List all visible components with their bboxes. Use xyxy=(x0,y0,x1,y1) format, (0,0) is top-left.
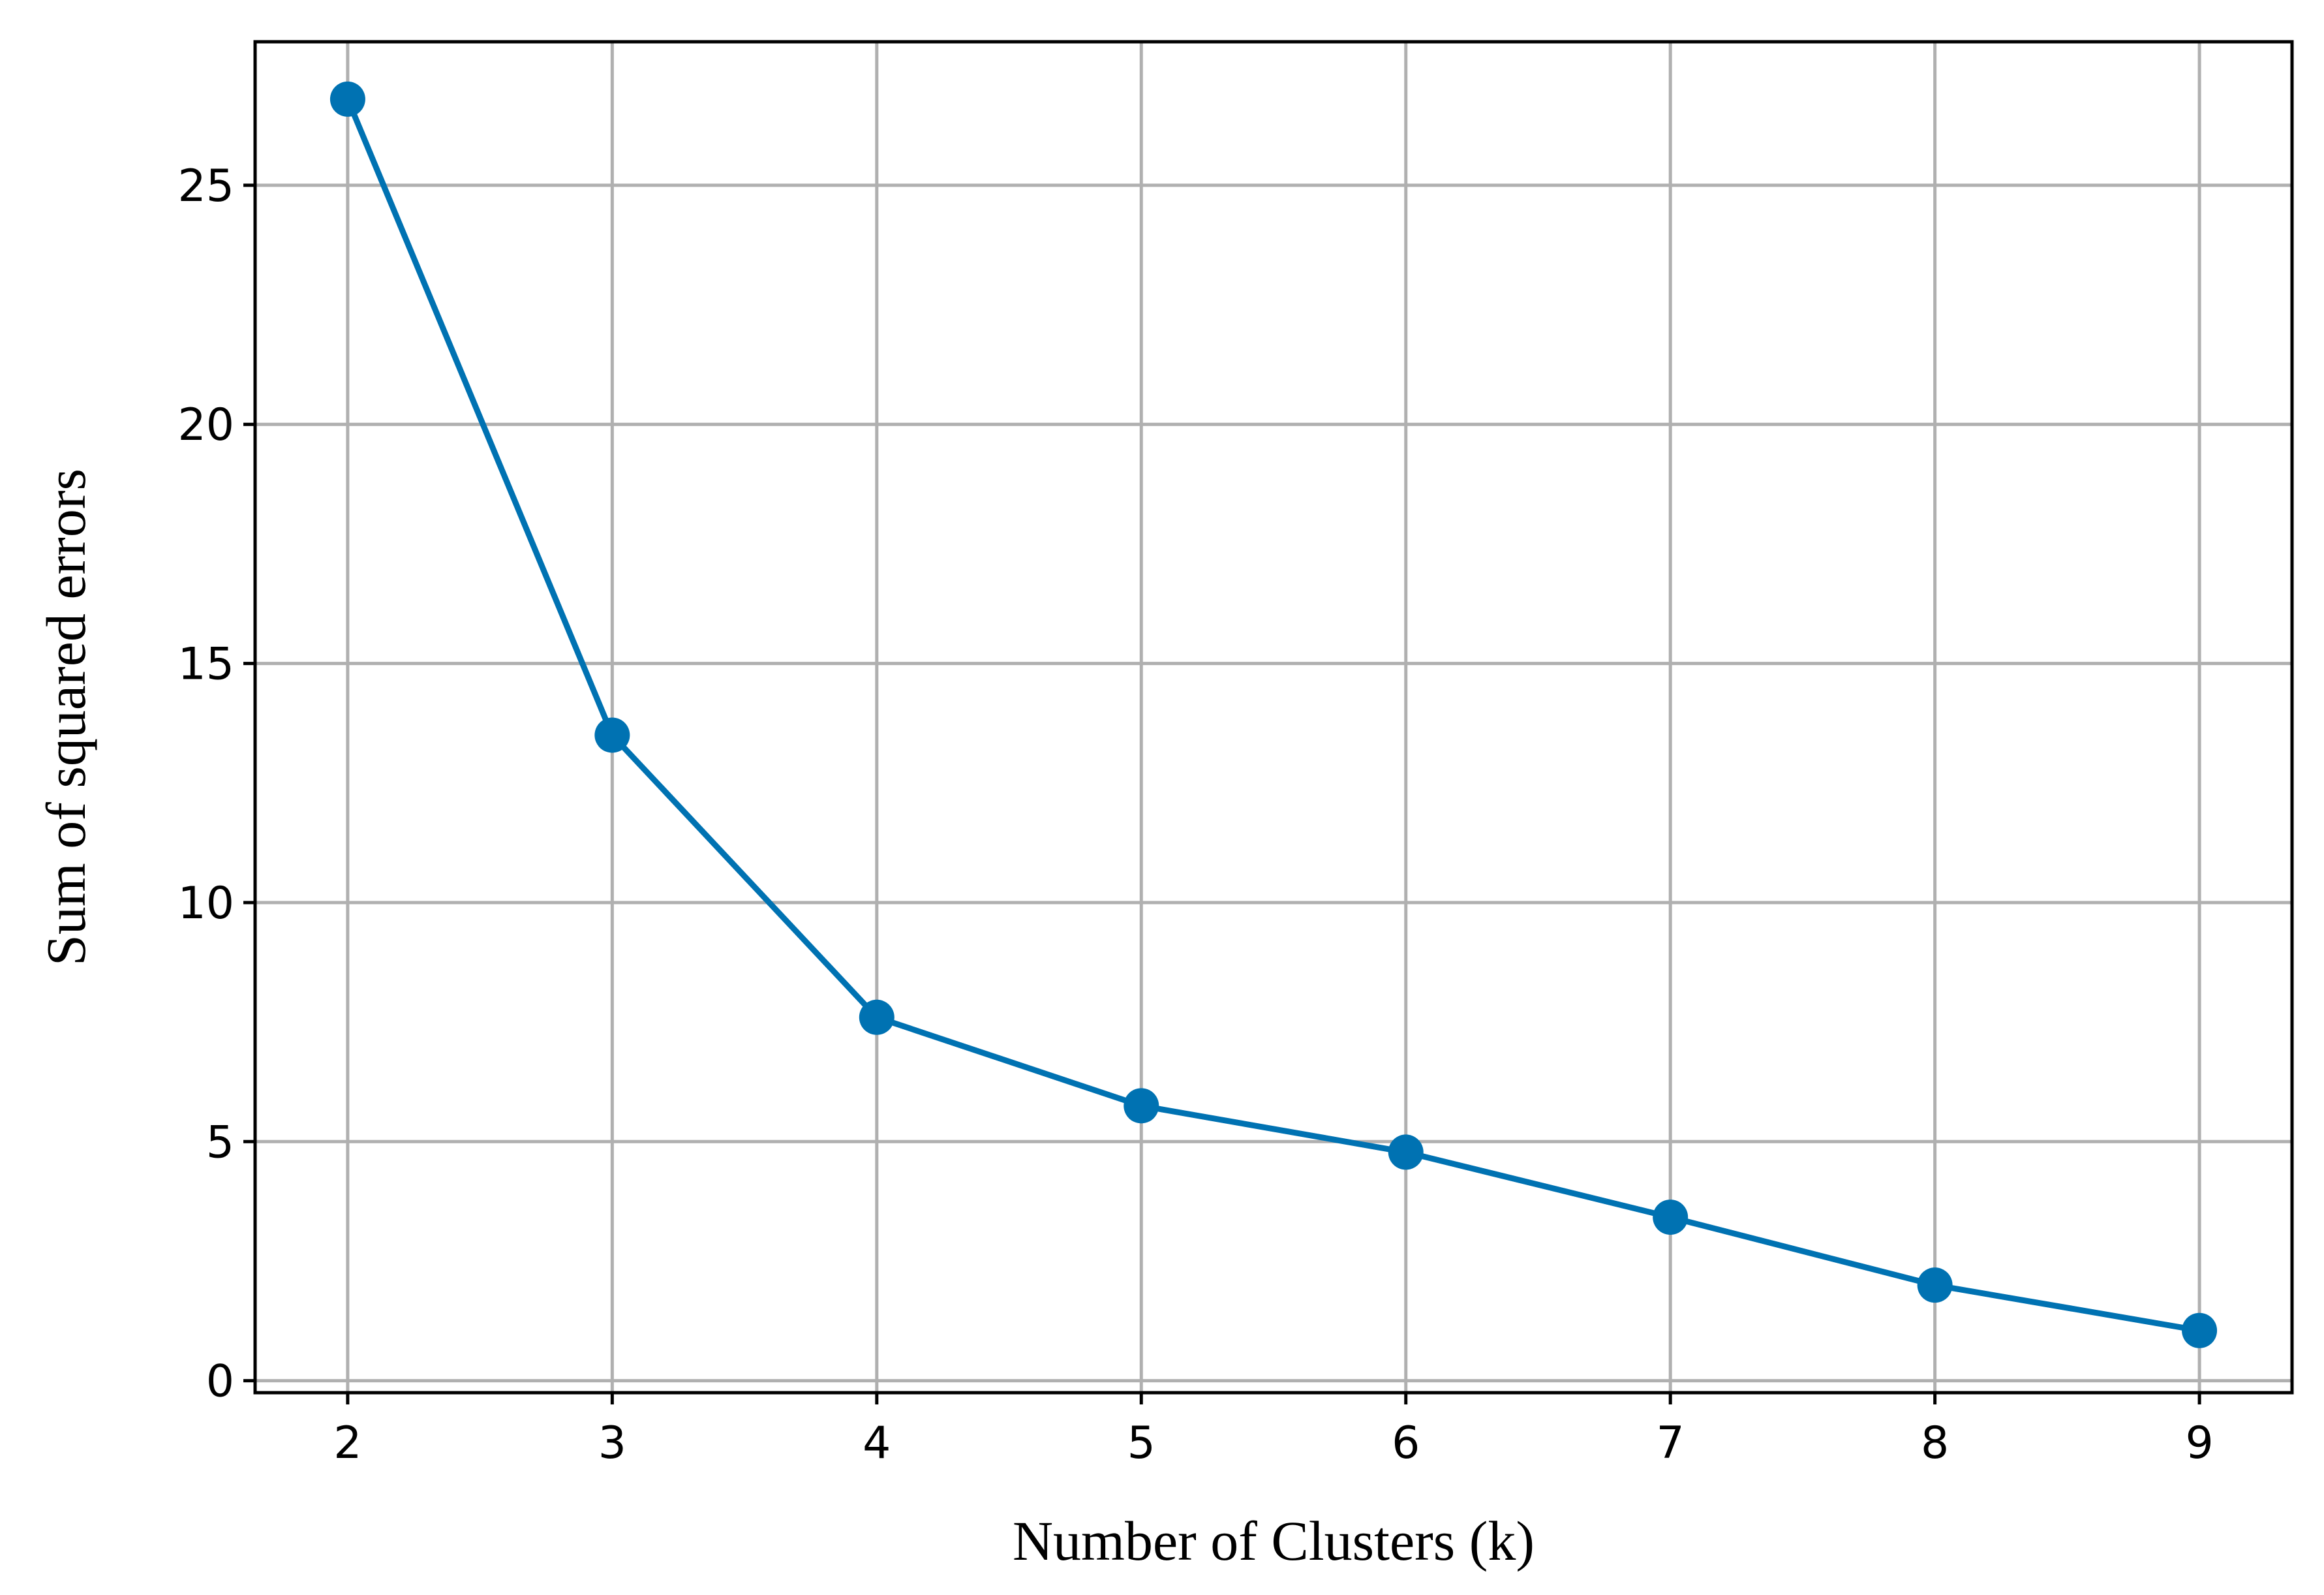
x-tick-label: 8 xyxy=(1921,1417,1949,1469)
y-tick-label: 5 xyxy=(206,1117,234,1168)
x-tick-label: 6 xyxy=(1392,1417,1420,1469)
data-point xyxy=(1917,1267,1953,1303)
data-point xyxy=(859,999,894,1035)
data-point xyxy=(1388,1134,1424,1170)
data-point xyxy=(2182,1312,2218,1348)
y-tick-label: 15 xyxy=(177,639,234,690)
x-tick-label: 2 xyxy=(333,1417,361,1469)
y-tick-label: 20 xyxy=(177,399,234,451)
x-tick-label: 4 xyxy=(863,1417,891,1469)
grid xyxy=(255,42,2292,1393)
y-tick-label: 0 xyxy=(206,1356,234,1408)
x-tick-label: 3 xyxy=(598,1417,626,1469)
series-layer xyxy=(329,81,2218,1348)
plot-frame xyxy=(253,40,2294,1395)
x-tick-label: 5 xyxy=(1127,1417,1155,1469)
data-point xyxy=(1124,1088,1159,1124)
y-axis-label: Sum of squared errors xyxy=(35,469,97,966)
axis-ticks: 2 3 4 5 6 7 8 9 0 5 10 15 20 25 xyxy=(177,161,2213,1469)
x-axis-label: Number of Clusters (k) xyxy=(1013,1510,1535,1572)
x-tick-label: 7 xyxy=(1657,1417,1685,1469)
y-tick-label: 25 xyxy=(177,161,234,212)
series-line xyxy=(344,98,2200,1334)
data-point xyxy=(329,81,365,117)
data-point xyxy=(594,717,630,753)
y-tick-label: 10 xyxy=(177,878,234,929)
data-point xyxy=(1653,1200,1689,1235)
x-tick-label: 9 xyxy=(2185,1417,2213,1469)
